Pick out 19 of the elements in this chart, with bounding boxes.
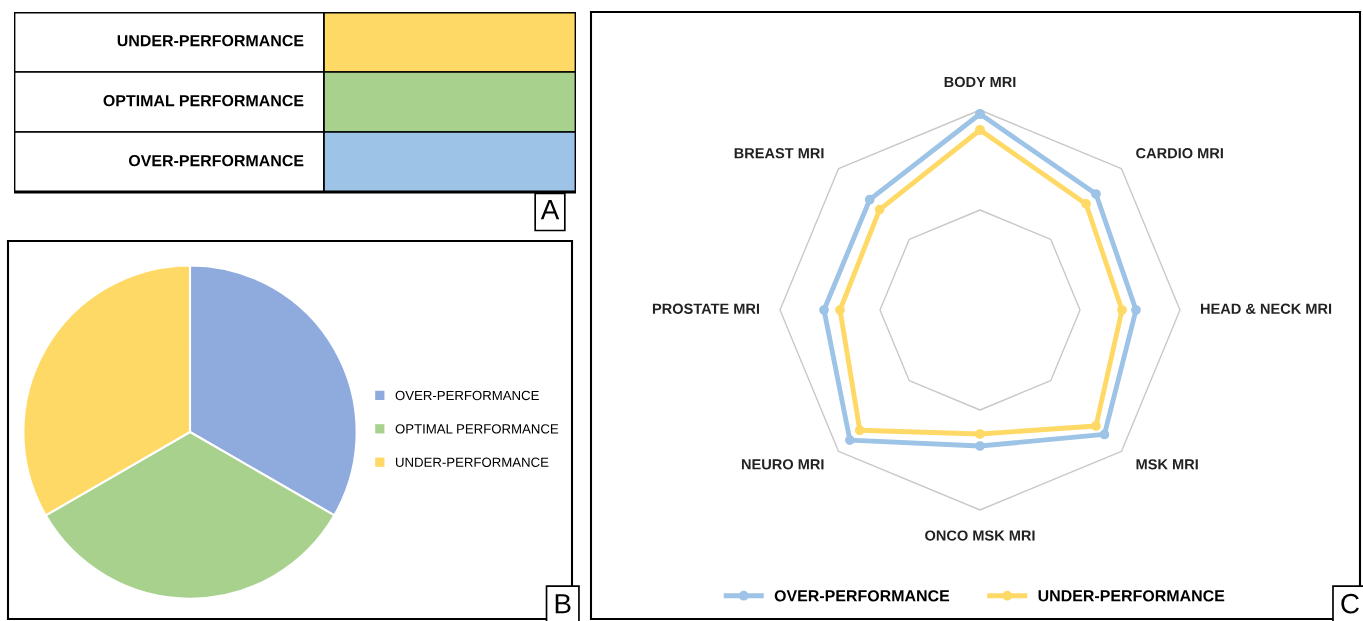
legend-label: OVER-PERFORMANCE bbox=[395, 390, 539, 401]
category-label: OPTIMAL PERFORMANCE bbox=[103, 94, 304, 107]
legend-label: OPTIMAL PERFORMANCE bbox=[395, 424, 559, 434]
text: A bbox=[540, 200, 560, 220]
spoke-label: BREAST MRI bbox=[734, 148, 824, 159]
spoke-label: ONCO MSK MRI bbox=[925, 530, 1035, 541]
legend-label: OVER-PERFORMANCE bbox=[774, 590, 950, 602]
spoke-label: NEURO MRI bbox=[741, 459, 824, 470]
category-label: OVER-PERFORMANCE bbox=[128, 154, 304, 167]
spoke-label: PROSTATE MRI bbox=[652, 303, 760, 314]
spoke-label: CARDIO MRI bbox=[1136, 148, 1223, 159]
spoke-label: HEAD & NECK MRI bbox=[1200, 303, 1332, 314]
text: C bbox=[1341, 593, 1359, 614]
legend-label: UNDER-PERFORMANCE bbox=[396, 457, 549, 467]
legend-label: UNDER-PERFORMANCE bbox=[1038, 590, 1225, 602]
spoke-label: MSK MRI bbox=[1136, 459, 1198, 470]
spoke-label: BODY MRI bbox=[944, 76, 1016, 88]
text: B bbox=[555, 594, 571, 614]
category-label: UNDER-PERFORMANCE bbox=[117, 34, 304, 47]
